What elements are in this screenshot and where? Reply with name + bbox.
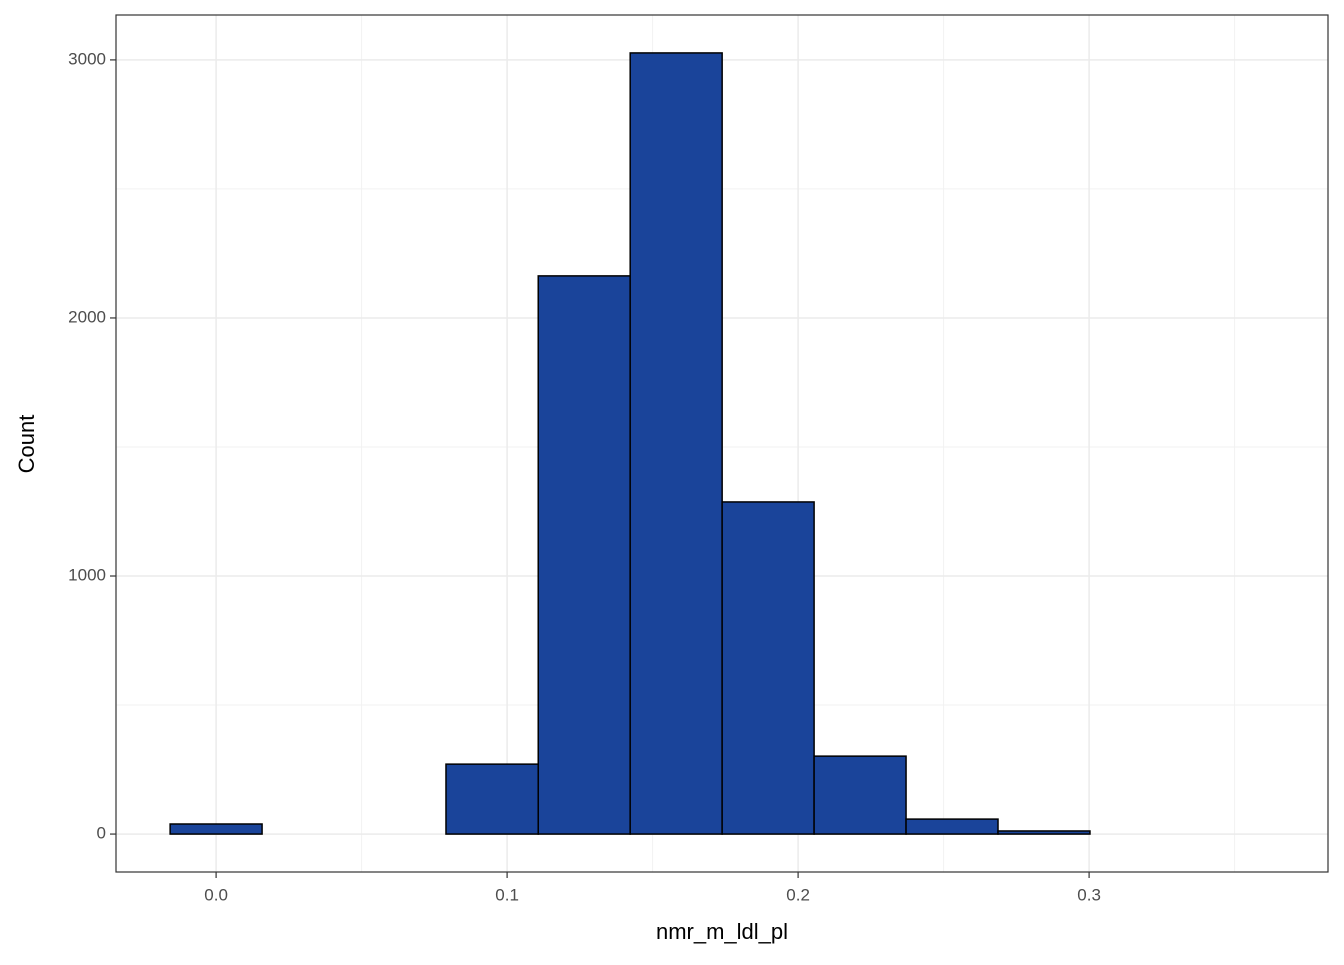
bar bbox=[169, 823, 263, 835]
x-tick-label: 0.3 bbox=[1077, 885, 1101, 904]
y-tick-label: 1000 bbox=[68, 565, 106, 584]
bar bbox=[813, 755, 907, 835]
x-axis-title: nmr_m_ldl_pl bbox=[656, 919, 788, 944]
x-tick-label: 0.1 bbox=[495, 885, 519, 904]
y-axis-title: Count bbox=[14, 415, 39, 474]
panel-border bbox=[115, 14, 1329, 873]
y-tick-label: 0 bbox=[97, 824, 106, 843]
x-tick-label: 0.0 bbox=[204, 885, 228, 904]
bar bbox=[445, 763, 539, 835]
bar bbox=[721, 501, 815, 835]
bar bbox=[905, 818, 999, 835]
bar bbox=[997, 830, 1091, 835]
y-tick-label: 2000 bbox=[68, 307, 106, 326]
bar bbox=[537, 275, 631, 835]
x-tick-label: 0.2 bbox=[786, 885, 810, 904]
bar bbox=[629, 52, 723, 835]
y-tick-label: 3000 bbox=[68, 49, 106, 68]
